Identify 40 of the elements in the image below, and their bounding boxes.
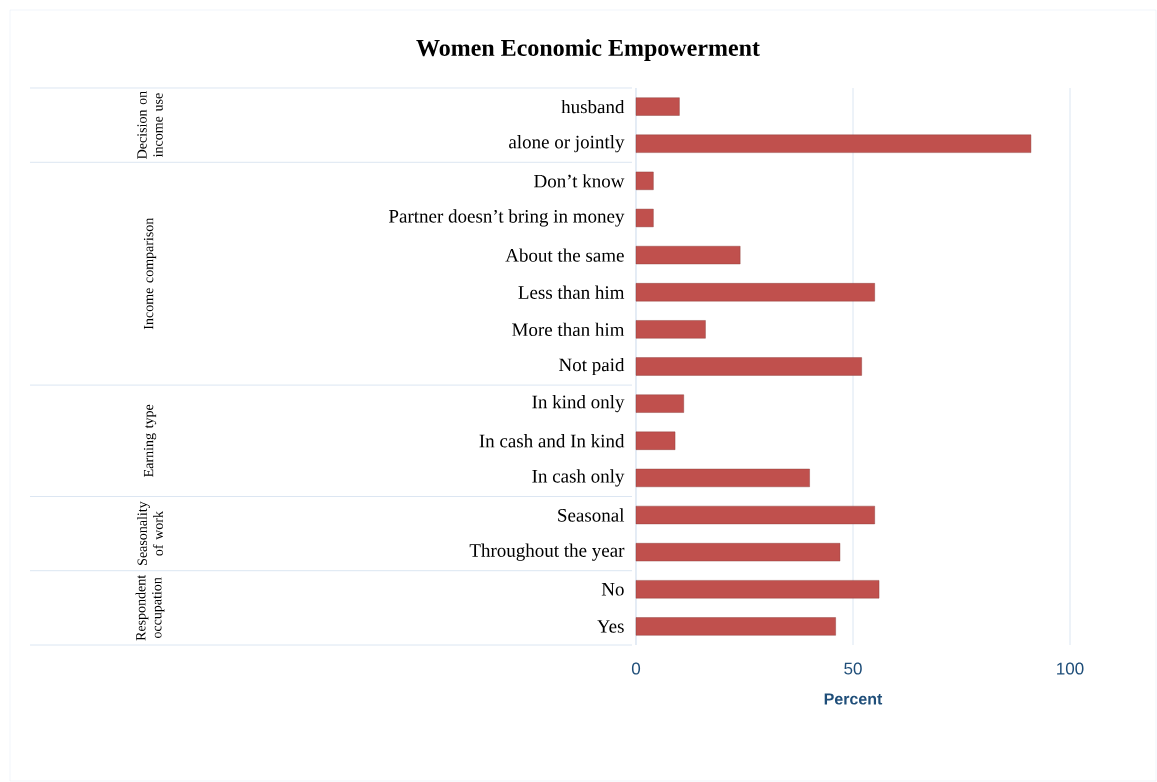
bar	[635, 171, 654, 190]
bar	[635, 580, 880, 599]
y-tick-label: Not paid	[559, 357, 625, 376]
bar	[635, 208, 654, 228]
text: Earning type	[143, 404, 157, 477]
bar	[635, 431, 676, 450]
text: Respondent occupation	[135, 574, 165, 641]
bar	[635, 320, 706, 339]
y-tick-label: Don’t know	[534, 174, 625, 188]
bar	[635, 617, 836, 636]
x-axis-title: Percent	[824, 693, 883, 705]
bar	[635, 134, 1032, 153]
text: Income comparison	[143, 217, 157, 330]
y-tick-label: In kind only	[532, 395, 625, 413]
x-tick-label: 100	[1057, 662, 1084, 675]
y-tick-label: More than him	[512, 322, 625, 337]
y-tick-label: In cash and In kind	[479, 434, 625, 448]
bar	[635, 505, 875, 525]
y-tick-label: Seasonal	[558, 508, 625, 522]
bar	[635, 394, 684, 413]
bar	[635, 468, 810, 487]
y-tick-label: Throughout the year	[469, 543, 625, 561]
bar	[635, 246, 741, 265]
text: Decision on income use	[137, 91, 163, 159]
bar	[635, 357, 862, 376]
chart-title: Women Economic Empowerment	[416, 39, 760, 61]
x-tick-label: 0	[631, 662, 641, 675]
y-tick-label: In cash only	[532, 469, 625, 487]
y-tick-label: husband	[561, 99, 625, 114]
y-tick-label: About the same	[505, 248, 624, 262]
text: Seasonality of work	[137, 501, 163, 565]
bar	[635, 283, 875, 302]
y-tick-label: Yes	[597, 620, 624, 633]
y-tick-label: No	[601, 582, 624, 596]
y-tick-label: alone or jointly	[509, 135, 625, 153]
x-tick-label: 50	[844, 662, 862, 675]
bar	[635, 97, 680, 116]
y-tick-label: Less than him	[518, 285, 625, 299]
y-tick-label: Partner doesn’t bring in money	[388, 209, 625, 227]
bar	[635, 543, 841, 562]
